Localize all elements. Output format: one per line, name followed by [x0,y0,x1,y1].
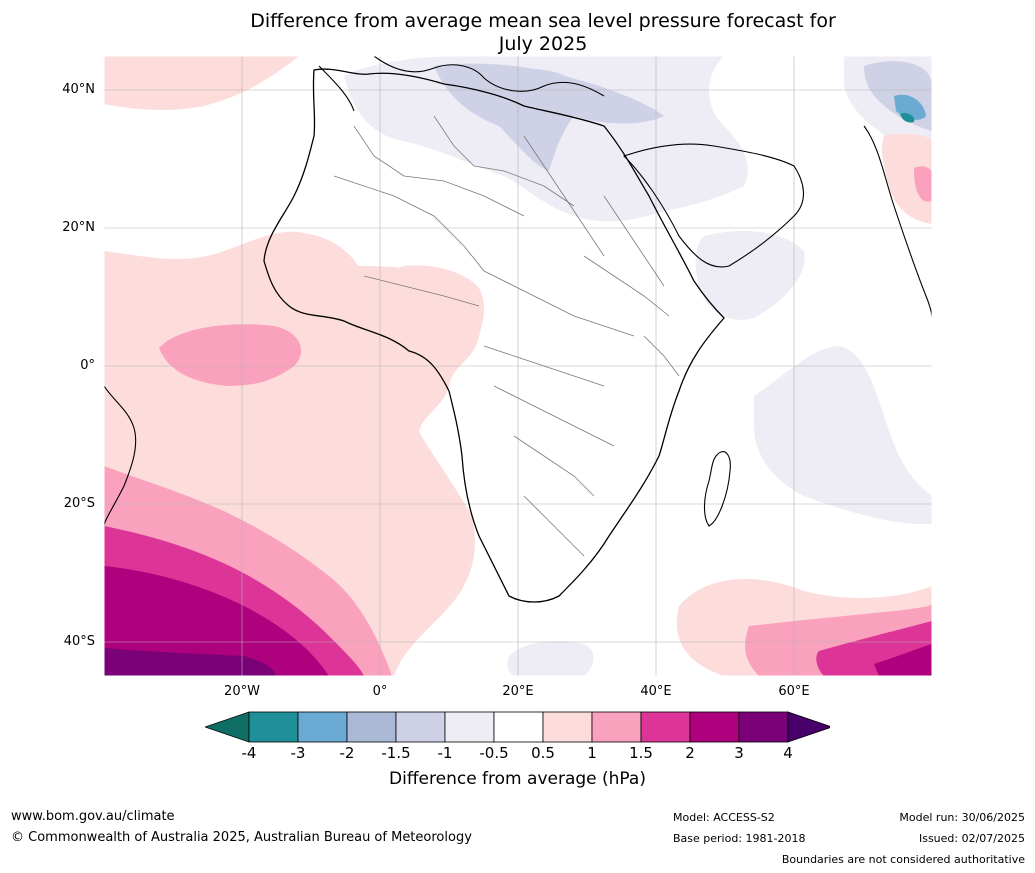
lon-label-0: 0° [372,684,388,699]
colorbar-tick-label: 4 [783,744,793,762]
footer-url: www.bom.gov.au/climate [11,809,175,824]
colorbar-swatch [297,711,348,743]
colorbar-tick-label: 1 [587,744,597,762]
lon-label-60e: 60°E [778,684,810,699]
india-coastline [863,125,932,319]
colorbar-swatch [248,711,299,743]
anomaly-region-south-indian-dark-magenta [874,644,932,676]
colorbar-tick-label: 1.5 [629,744,653,762]
anomaly-region-south-atlantic-dark-magenta [104,566,329,676]
country-borders [333,115,680,557]
colorbar-swatch [346,711,397,743]
map-title: Difference from average mean sea level p… [0,10,1035,56]
anomaly-region-south-atlantic-purple [104,648,276,676]
graticule [104,56,932,676]
footer-base-period: Base period: 1981-2018 [673,832,806,845]
pressure-anomaly-map [104,56,932,676]
anomaly-region-central-asia-teal [900,113,915,123]
europe-coastline [318,56,605,112]
colorbar-tick-label: 0.5 [531,744,555,762]
colorbar-swatch [444,711,495,743]
arabia-coastline [622,143,804,268]
lon-label-20e: 20°E [502,684,534,699]
lat-label-20n: 20°N [62,220,95,235]
colorbar-tick-label: -4 [241,744,257,762]
colorbar [205,711,830,743]
colorbar-tick-label: -2 [339,744,355,762]
anomaly-region-mediterranean-lilac-2 [499,69,585,115]
footer-issued: Issued: 02/07/2025 [918,832,1025,845]
colorbar-extend-high [787,711,830,743]
anomaly-region-north-atlantic-light-pink [104,56,299,110]
colorbar-tick-label: -3 [290,744,306,762]
anomaly-region-equatorial-atlantic-pink [159,324,302,386]
footer-copyright: © Commonwealth of Australia 2025, Austra… [11,830,472,845]
footer-disclaimer: Boundaries are not considered authoritat… [781,853,1025,866]
lon-label-40e: 40°E [640,684,672,699]
anomaly-region-india-light-pink [881,133,932,224]
footer-model: Model: ACCESS-S2 [673,811,775,824]
lat-label-40s: 40°S [63,634,95,649]
colorbar-swatch [591,711,642,743]
colorbar-swatch [689,711,740,743]
colorbar-swatch [738,711,789,743]
colorbar-extend-low [205,711,250,743]
title-line-2: July 2025 [498,33,588,55]
anomaly-region-arabian-sea-lavender [695,231,805,320]
colorbar-tick-label: -1 [437,744,453,762]
colorbar-swatch [395,711,446,743]
colorbar-tick-label: -0.5 [479,744,509,762]
anomaly-region-cape-lavender [507,641,594,676]
anomaly-region-indian-ocean-lavender [754,346,932,525]
colorbar-swatch [493,711,544,743]
south-america-coastline [104,385,137,527]
colorbar-tick-label: 3 [734,744,744,762]
colorbar-swatch [542,711,593,743]
colorbar-tick-label: -1.5 [381,744,411,762]
africa-coastline [263,68,725,603]
colorbar-swatch [640,711,691,743]
lat-label-20s: 20°S [63,496,95,511]
anomaly-region-india-pink [914,166,932,202]
lon-label-20w: 20°W [224,684,260,699]
anomaly-region-west-africa-light-pink [264,265,479,383]
colorbar-swatches [205,711,830,743]
anomaly-region-mediterranean-lilac [434,63,664,171]
title-line-1: Difference from average mean sea level p… [250,10,836,32]
lat-label-equator: 0° [80,358,95,373]
colorbar-label: Difference from average (hPa) [389,769,646,789]
lat-label-40n: 40°N [62,82,95,97]
colorbar-tick-label: 2 [685,744,695,762]
footer-model-run: Model run: 30/06/2025 [899,811,1025,824]
map-canvas [104,56,932,676]
madagascar-coastline [703,451,731,527]
